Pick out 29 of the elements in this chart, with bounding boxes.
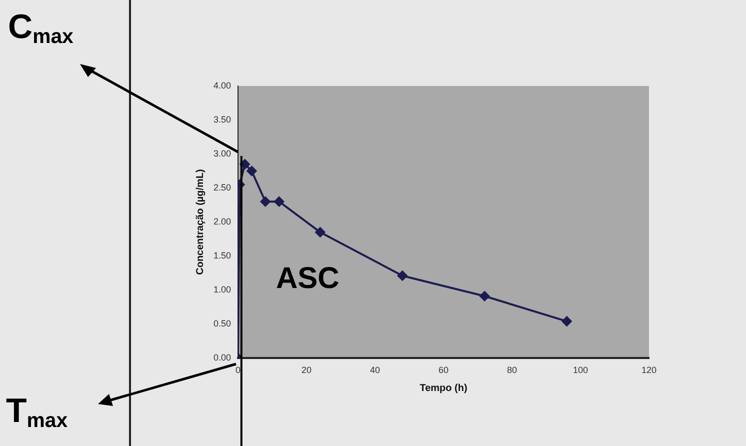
point — [260, 196, 270, 207]
y-tick-label: 1.50 — [213, 250, 231, 260]
y-tick-label: 1.00 — [213, 284, 231, 294]
y-tick-label: 0.50 — [213, 318, 231, 328]
x-tick-label: 40 — [370, 364, 380, 375]
point — [397, 270, 408, 281]
text: T$_{max}$ — [6, 392, 68, 434]
x-tick-label: 60 — [438, 364, 449, 375]
x-tick-label: 100 — [572, 364, 588, 375]
x-tick-label: 0 — [235, 364, 241, 375]
y-tick-label: 0.00 — [213, 352, 231, 362]
x-tick-label: 120 — [641, 364, 657, 375]
x-axis-title: Tempo (h) — [420, 382, 468, 394]
point — [246, 166, 257, 176]
y-tick-label: 3.00 — [213, 148, 231, 158]
annotation: ASC — [276, 262, 340, 296]
x-tick-label: 20 — [301, 364, 312, 375]
y-tick-label: 2.50 — [213, 182, 231, 192]
point — [562, 316, 572, 326]
point — [315, 227, 326, 238]
text: C$_{max}$ — [8, 8, 74, 50]
y-tick-label: 4.00 — [213, 80, 231, 90]
y-axis-title: Concentração (µg/mL) — [194, 169, 206, 275]
y-tick-label: 2.00 — [213, 216, 231, 226]
point — [480, 291, 490, 302]
point — [274, 196, 284, 207]
y-tick-label: 3.50 — [213, 114, 231, 124]
x-tick-label: 80 — [506, 364, 518, 375]
point — [240, 159, 250, 170]
